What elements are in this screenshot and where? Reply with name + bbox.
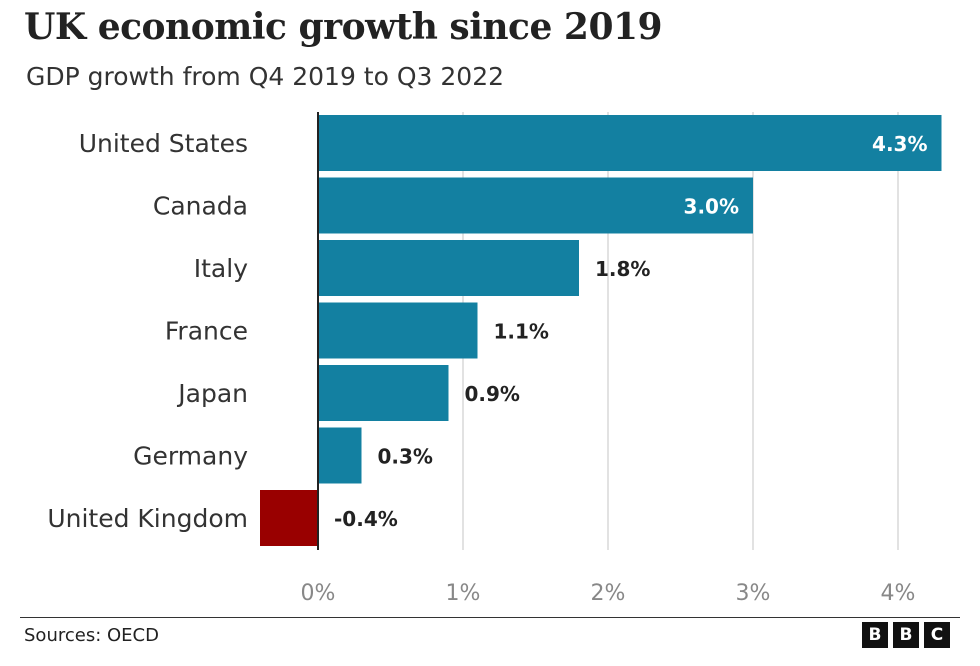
category-label: Germany bbox=[133, 442, 248, 471]
bar-chart: United States Canada Italy France Japan Germa… bbox=[47, 112, 942, 606]
x-axis-tick-labels: 0% 1% 2% 3% 4% bbox=[301, 581, 916, 606]
bar bbox=[260, 490, 318, 546]
bar bbox=[318, 240, 579, 296]
chart-title: UK economic growth since 2019 bbox=[24, 6, 663, 48]
x-tick-label: 4% bbox=[881, 581, 916, 606]
category-label: Italy bbox=[194, 254, 248, 283]
category-label: Canada bbox=[153, 192, 248, 221]
logo-letter: C bbox=[924, 622, 950, 648]
bar bbox=[318, 302, 478, 359]
category-label: United States bbox=[79, 129, 248, 158]
category-label: France bbox=[165, 317, 248, 346]
bar bbox=[318, 427, 362, 484]
bars bbox=[260, 115, 942, 546]
value-labels: 4.3% 3.0% 1.8% 1.1% 0.9% 0.3% -0.4% bbox=[334, 132, 928, 531]
category-label: United Kingdom bbox=[47, 504, 248, 533]
bar bbox=[318, 115, 942, 171]
x-tick-label: 1% bbox=[446, 581, 481, 606]
bbc-logo: B B C bbox=[862, 622, 950, 648]
value-label: 0.3% bbox=[378, 445, 433, 469]
value-label: 0.9% bbox=[465, 382, 520, 406]
chart-subtitle: GDP growth from Q4 2019 to Q3 2022 bbox=[26, 62, 505, 91]
footer-divider bbox=[20, 617, 960, 618]
bar bbox=[318, 177, 753, 234]
x-tick-label: 3% bbox=[736, 581, 771, 606]
logo-letter: B bbox=[862, 622, 888, 648]
value-label: 4.3% bbox=[872, 132, 927, 156]
category-labels: United States Canada Italy France Japan Germa… bbox=[47, 129, 248, 533]
logo-letter: B bbox=[893, 622, 919, 648]
value-label: 1.1% bbox=[494, 320, 549, 344]
x-tick-label: 2% bbox=[591, 581, 626, 606]
bar bbox=[318, 365, 449, 421]
value-label: 3.0% bbox=[684, 195, 739, 219]
category-label: Japan bbox=[176, 379, 248, 408]
value-label: -0.4% bbox=[334, 507, 398, 531]
source-note: Sources: OECD bbox=[24, 625, 159, 646]
value-label: 1.8% bbox=[595, 257, 650, 281]
x-tick-label: 0% bbox=[301, 581, 336, 606]
